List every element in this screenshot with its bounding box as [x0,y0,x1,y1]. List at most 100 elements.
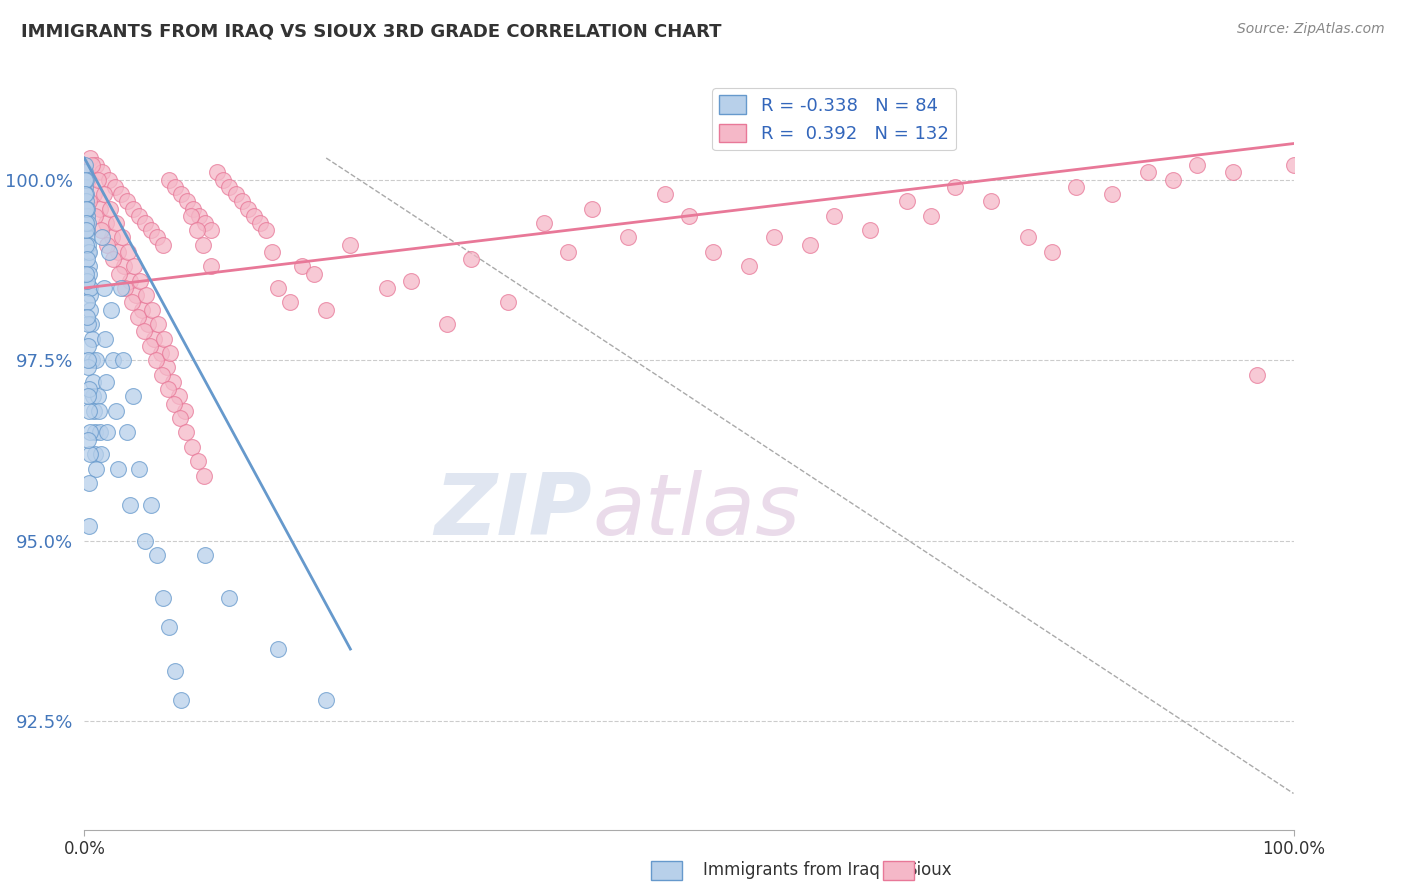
Point [76,295,98,310]
Text: ZIP: ZIP [434,469,592,553]
Point [920,209,942,223]
Point [82,375,104,389]
Point [108,267,131,281]
Point [896,194,918,209]
Point [1064,180,1087,194]
Point [121,295,143,310]
Point [134,216,156,230]
Text: Immigrants from Iraq: Immigrants from Iraq [703,861,880,879]
Point [79,267,101,281]
Point [127,310,149,324]
Point [90,223,112,237]
Point [79,519,101,533]
Point [678,209,700,223]
Point [146,230,169,244]
Point [89,202,111,216]
Point [174,425,197,440]
Point [77,360,100,375]
Point [153,332,176,346]
Point [236,202,259,216]
Text: Sioux: Sioux [907,861,952,879]
Point [212,172,235,186]
Point [77,172,100,186]
Point [128,461,150,475]
Point [77,216,100,230]
Point [82,389,104,403]
Point [107,461,129,475]
Point [980,194,1002,209]
Point [150,368,173,382]
Point [76,244,98,259]
Point [249,216,271,230]
Point [84,209,107,223]
Point [77,475,100,490]
Point [654,187,676,202]
Point [1040,244,1063,259]
Point [165,180,187,194]
Point [76,274,98,288]
Point [100,302,122,317]
Point [114,281,136,295]
Point [89,425,111,440]
Point [104,403,127,417]
Point [120,274,142,288]
Point [436,317,458,331]
Point [943,180,966,194]
Point [132,324,155,338]
Point [76,209,98,223]
Point [86,389,108,403]
Point [84,447,107,461]
Point [107,244,129,259]
Point [131,302,153,317]
Point [169,411,191,425]
Point [75,180,97,194]
Point [617,230,640,244]
Point [86,158,108,172]
Point [76,252,98,266]
Point [94,375,117,389]
Point [77,389,100,403]
Point [76,310,98,324]
Point [557,244,579,259]
Point [120,498,142,512]
Point [122,260,145,274]
Point [200,223,222,237]
Point [91,230,114,244]
Point [181,202,204,216]
Point [1017,230,1039,244]
Point [260,244,283,259]
Point [79,151,101,165]
Legend: R = -0.338   N = 84, R =  0.392   N = 132: R = -0.338 N = 84, R = 0.392 N = 132 [711,88,956,150]
Point [339,237,361,252]
Point [533,216,555,230]
Point [75,223,97,237]
Point [146,548,169,562]
Point [77,281,100,295]
Point [112,353,135,368]
Point [94,216,117,230]
Point [162,375,184,389]
Point [97,172,120,186]
Point [139,223,162,237]
Point [149,346,172,360]
Point [291,260,314,274]
Point [77,244,100,259]
Point [193,468,215,483]
Point [157,620,180,634]
Point [83,403,105,417]
Point [738,260,761,274]
Point [80,332,103,346]
Point [231,194,253,209]
Point [254,223,277,237]
Point [225,187,247,202]
Point [194,548,217,562]
Point [80,158,103,172]
Point [104,216,127,230]
Point [145,353,167,368]
Point [86,172,108,186]
Point [138,317,160,331]
Point [97,244,120,259]
Point [76,223,98,237]
Point [79,288,101,302]
Point [207,165,229,179]
